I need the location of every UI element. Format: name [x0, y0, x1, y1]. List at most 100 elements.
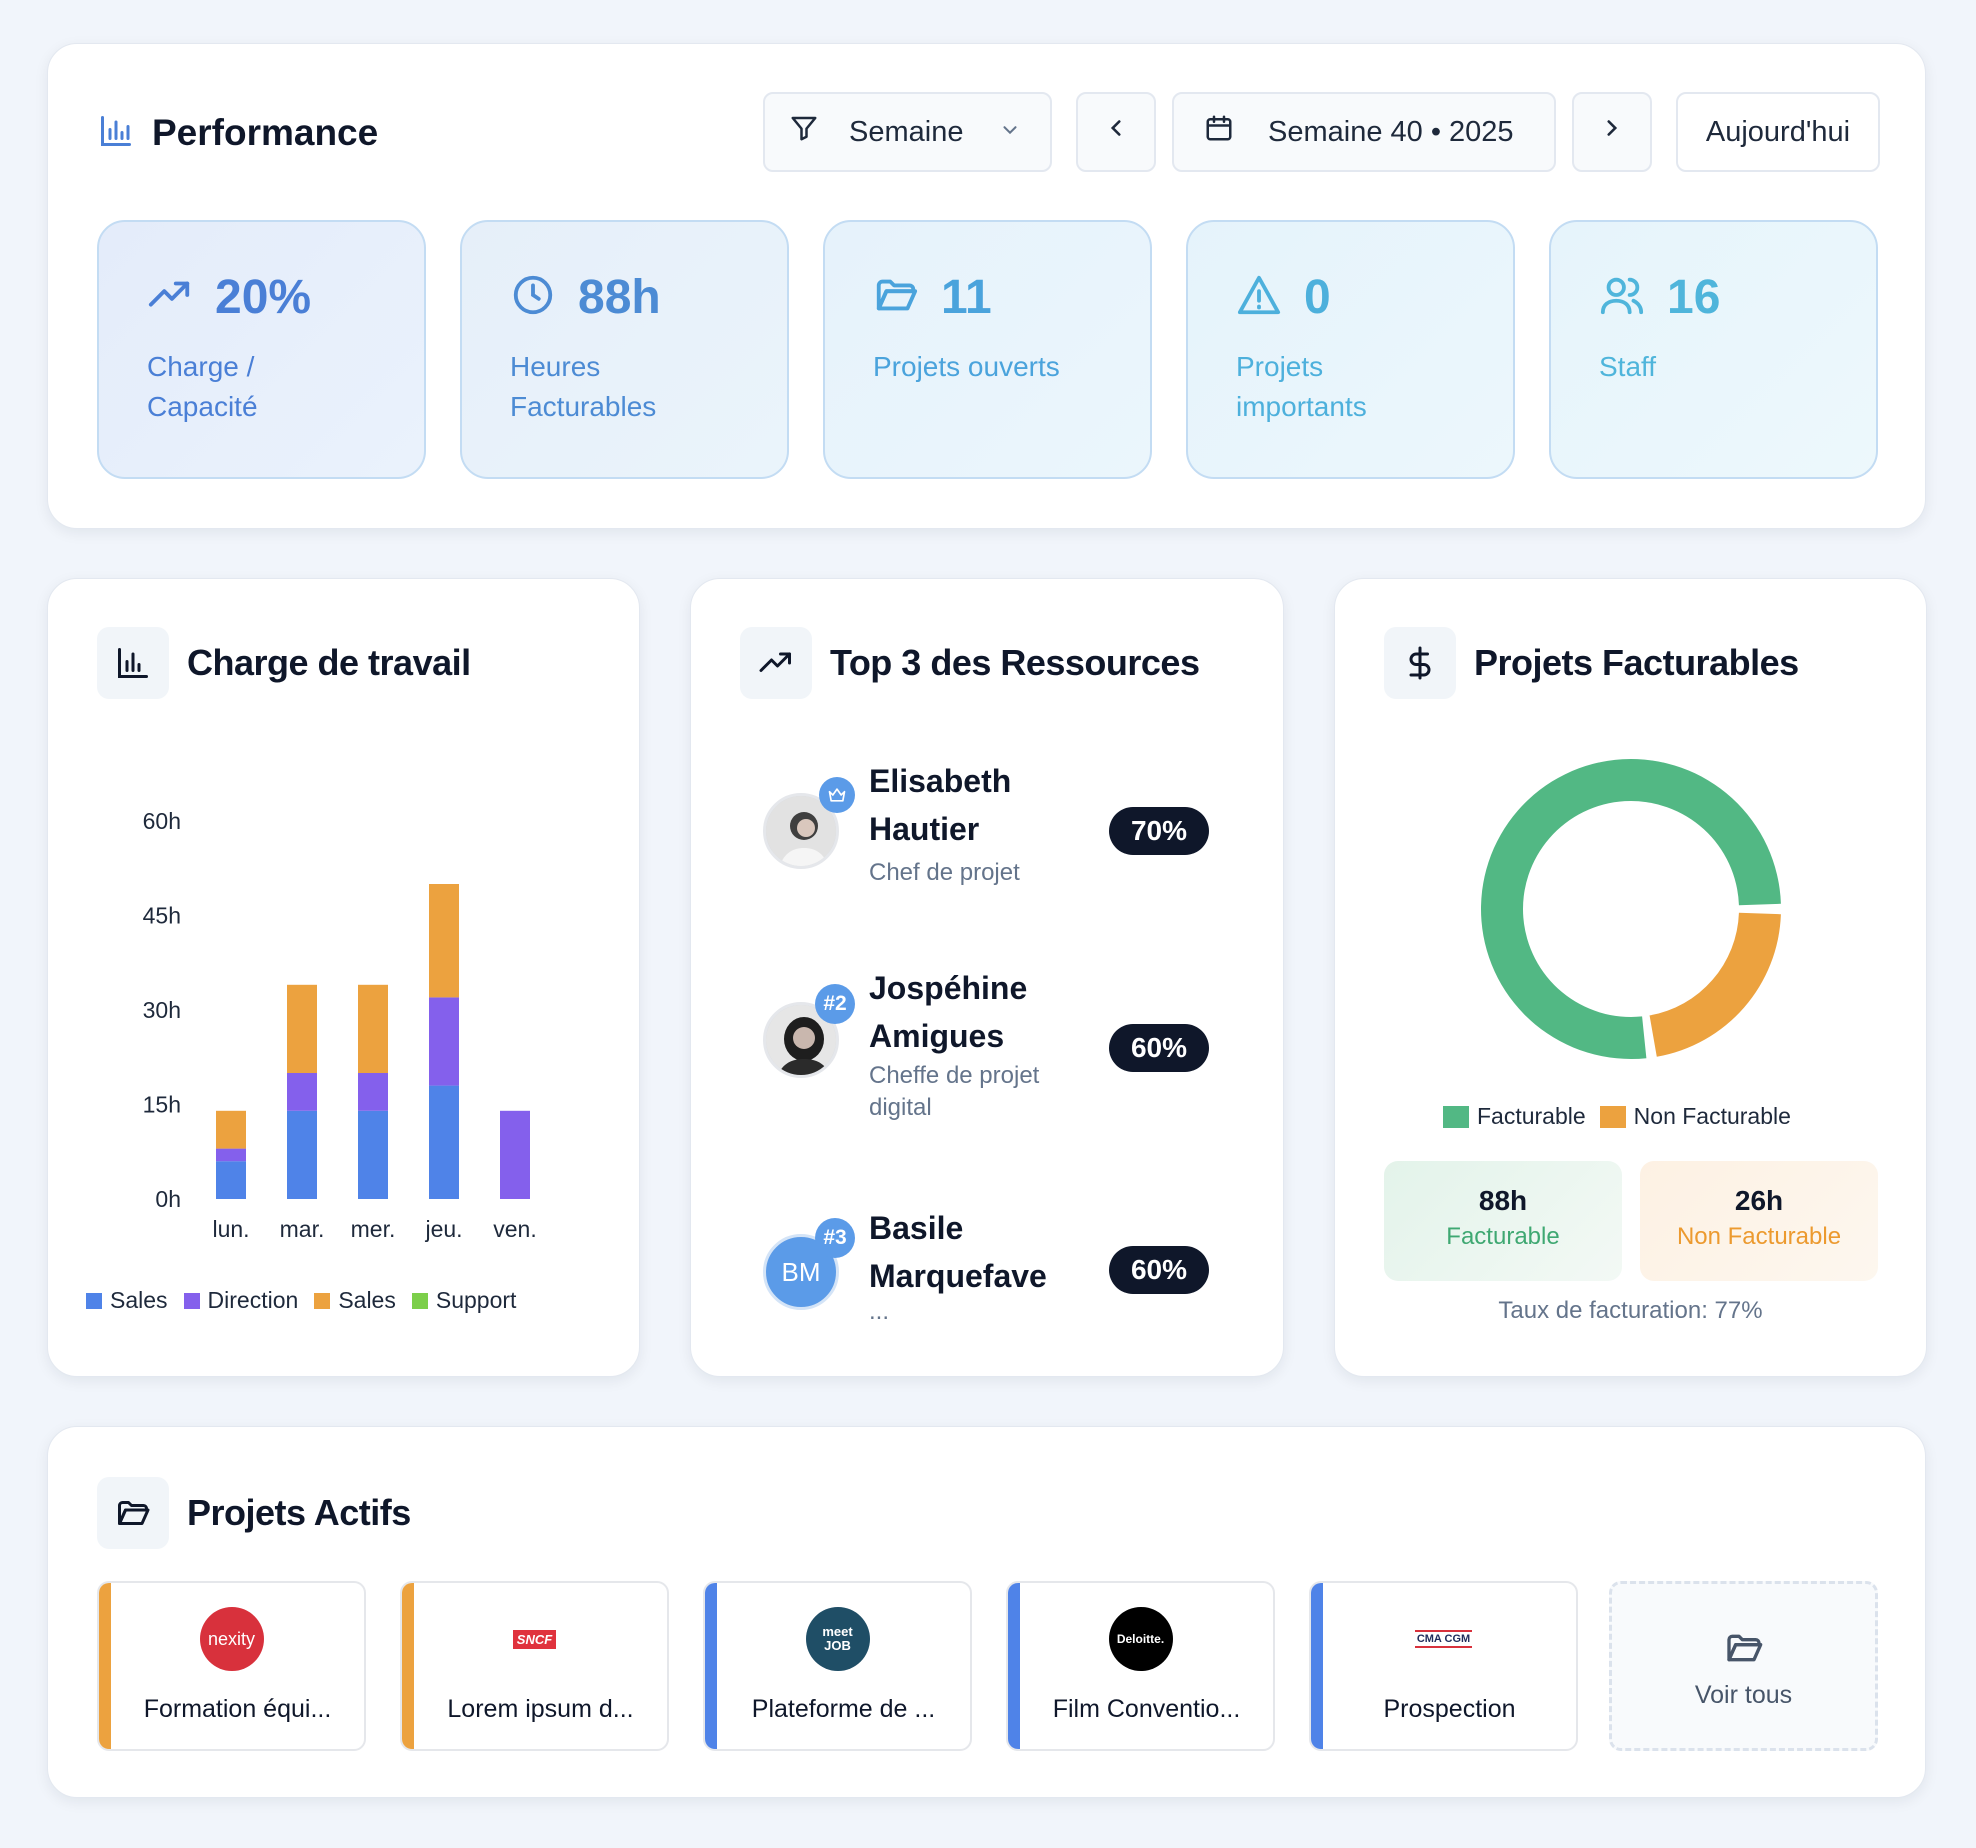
trending-up-icon — [740, 627, 812, 699]
legend-item: Sales — [314, 1287, 396, 1314]
card-title: Projets Actifs — [187, 1492, 411, 1533]
today-button[interactable]: Aujourd'hui — [1676, 92, 1880, 172]
resource-percentage: 70% — [1109, 807, 1209, 855]
bar-segment — [429, 884, 459, 998]
project-logo: CMA CGM — [1411, 1607, 1476, 1671]
bar-segment — [216, 1161, 246, 1199]
card-header: Charge de travail — [97, 627, 471, 699]
project-name: Film Conventio... — [1052, 1695, 1241, 1723]
billable-donut-chart — [1481, 759, 1781, 1059]
calendar-icon — [1204, 113, 1234, 151]
resource-role: Chef de projet — [869, 859, 1020, 886]
rank-badge: #2 — [815, 984, 855, 1024]
kpi-value: 11 — [941, 271, 992, 324]
card-title: Charge de travail — [187, 642, 471, 683]
previous-week-button[interactable] — [1076, 92, 1156, 172]
project-logo: meet JOB — [805, 1607, 870, 1671]
legend-item: Support — [411, 1287, 516, 1314]
y-tick-label: 30h — [143, 997, 181, 1023]
bar-segment — [500, 1110, 530, 1199]
x-tick-label: lun. — [212, 1216, 249, 1242]
kpi-card-projets-ouverts[interactable]: 11 Projets ouverts — [823, 220, 1152, 479]
resource-item[interactable]: Elisabeth Hautier Chef de projet 70% — [763, 757, 1213, 917]
legend-item: Direction — [183, 1287, 298, 1314]
project-logo: SNCF — [502, 1607, 567, 1671]
x-tick-label: mer. — [351, 1216, 396, 1242]
legend-item: Sales — [86, 1287, 168, 1314]
see-all-projects-button[interactable]: Voir tous — [1609, 1581, 1878, 1751]
non-facturable-summary: 26h Non Facturable — [1640, 1161, 1878, 1281]
folder-icon — [873, 272, 919, 323]
warning-icon — [1236, 272, 1282, 323]
project-name: Formation équi... — [143, 1695, 332, 1723]
bar-segment — [216, 1148, 246, 1162]
facturable-value: 88h — [1478, 1185, 1528, 1216]
legend-item: Non Facturable — [1599, 1103, 1791, 1130]
resource-role: Cheffe de projet digital — [869, 1062, 1040, 1121]
project-name: Plateforme de ... — [751, 1695, 936, 1723]
see-all-label: Voir tous — [1694, 1681, 1793, 1709]
kpi-label: Projets ouverts — [873, 351, 1060, 382]
resource-name: Basile Marquefave — [869, 1210, 1047, 1294]
workload-card: Charge de travail 60h 45h 30h 15h 0h lun. mar.… — [47, 578, 640, 1377]
users-icon — [1599, 272, 1645, 323]
kpi-card-projets-importants[interactable]: 0 Projets importants — [1186, 220, 1515, 479]
week-picker[interactable]: Semaine 40 • 2025 — [1172, 92, 1556, 172]
project-card[interactable]: nexity Formation équi... — [97, 1581, 366, 1751]
project-accent — [402, 1583, 414, 1749]
x-tick-label: mar. — [280, 1216, 325, 1242]
crown-icon — [819, 777, 855, 813]
page-title: Performance — [152, 112, 379, 153]
filter-icon — [789, 113, 819, 151]
bar-segment — [287, 1073, 317, 1111]
project-accent — [705, 1583, 717, 1749]
resource-item[interactable]: #2 Jospéhine Amigues Cheffe de projet di… — [763, 964, 1213, 1134]
kpi-value: 20% — [215, 271, 312, 324]
card-header: Projets Actifs — [97, 1477, 411, 1549]
y-tick-label: 45h — [143, 903, 181, 929]
bar-chart-icon — [97, 627, 169, 699]
resource-name: Elisabeth Hautier — [869, 763, 1012, 847]
performance-header: Performance — [98, 112, 378, 154]
kpi-label: Heures Facturables — [510, 351, 657, 422]
avatar: BM — [763, 1234, 839, 1310]
card-title: Projets Facturables — [1474, 642, 1799, 683]
bar-segment — [358, 1110, 388, 1199]
bar-segment — [429, 1085, 459, 1199]
facturable-summary: 88h Facturable — [1384, 1161, 1622, 1281]
rank-badge: #3 — [815, 1218, 855, 1258]
project-name: Lorem ipsum d... — [447, 1695, 634, 1723]
kpi-card-staff[interactable]: 16 Staff — [1549, 220, 1878, 479]
project-card[interactable]: CMA CGM Prospection — [1309, 1581, 1578, 1751]
project-card[interactable]: SNCF Lorem ipsum d... — [400, 1581, 669, 1751]
facturable-label: Facturable — [1446, 1223, 1560, 1250]
kpi-card-heures[interactable]: 88h Heures Facturables — [460, 220, 789, 479]
bar-segment — [287, 984, 317, 1073]
next-week-button[interactable] — [1572, 92, 1652, 172]
non-facturable-label: Non Facturable — [1676, 1223, 1842, 1250]
dollar-icon — [1384, 627, 1456, 699]
kpi-card-charge[interactable]: 20% Charge / Capacité — [97, 220, 426, 479]
project-name: Prospection — [1383, 1695, 1516, 1723]
resource-item[interactable]: BM #3 Basile Marquefave ... 60% — [763, 1204, 1213, 1344]
bar-segment — [216, 1110, 246, 1149]
y-tick-label: 15h — [143, 1092, 181, 1118]
kpi-value: 16 — [1667, 271, 1721, 324]
trending-up-icon — [147, 272, 193, 323]
non-facturable-value: 26h — [1734, 1185, 1784, 1216]
folder-icon — [1612, 1628, 1875, 1673]
project-accent — [1311, 1583, 1323, 1749]
avatar — [763, 793, 839, 869]
clock-icon — [510, 272, 556, 323]
project-card[interactable]: Deloitte. Film Conventio... — [1006, 1581, 1275, 1751]
y-tick-label: 60h — [143, 808, 181, 834]
chevron-left-icon — [1103, 115, 1129, 149]
bar-chart-icon — [98, 113, 134, 154]
card-header: Projets Facturables — [1384, 627, 1799, 699]
project-card[interactable]: meet JOB Plateforme de ... — [703, 1581, 972, 1751]
resource-percentage: 60% — [1109, 1246, 1209, 1294]
kpi-label: Charge / Capacité — [147, 351, 258, 422]
folder-icon — [97, 1477, 169, 1549]
period-filter-select[interactable]: Semaine — [763, 92, 1052, 172]
project-logo: nexity — [199, 1607, 264, 1671]
